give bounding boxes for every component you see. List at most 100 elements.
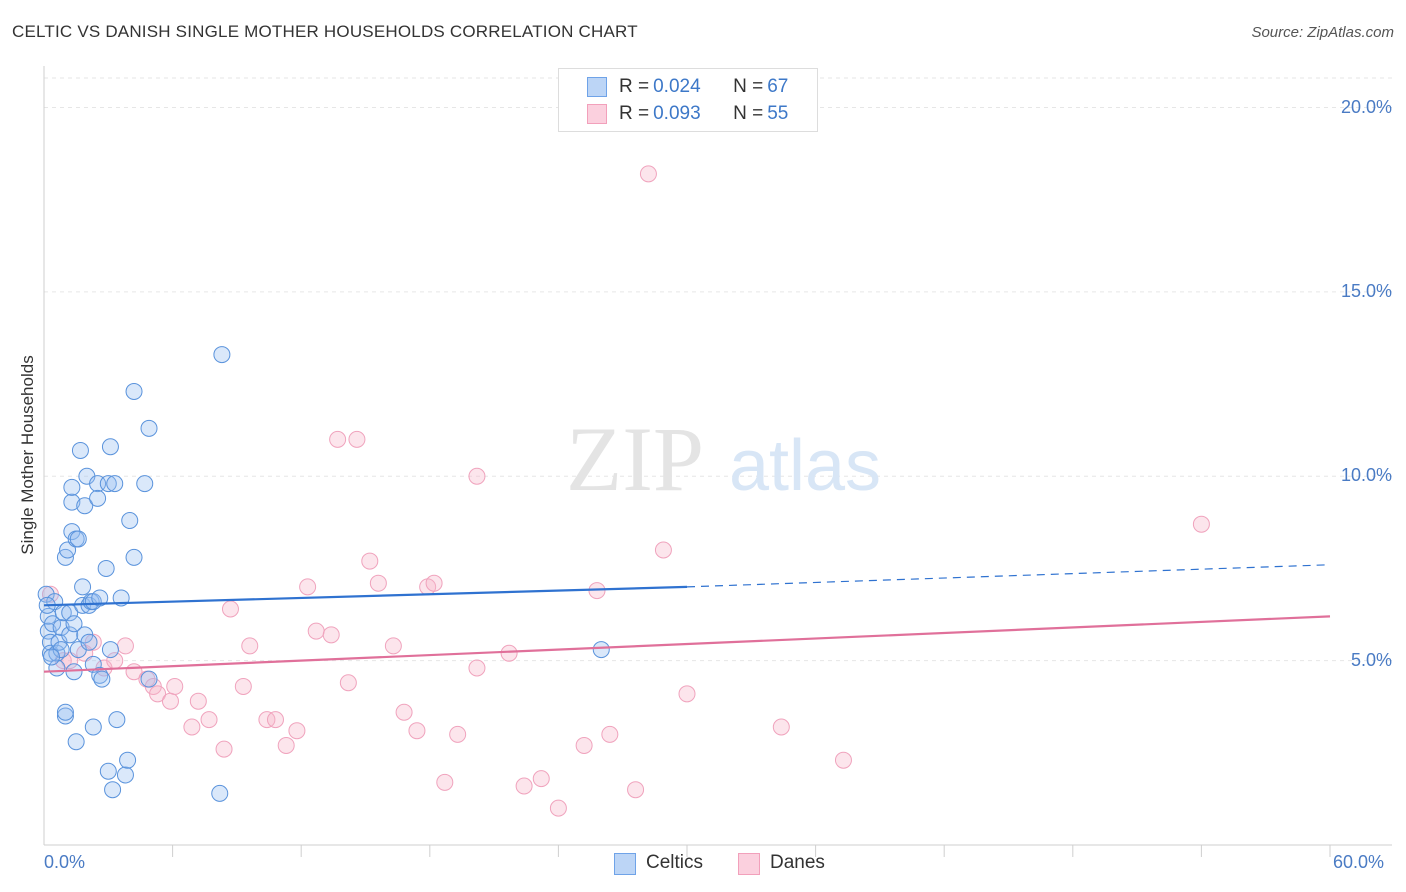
danes-point <box>241 637 259 655</box>
r-value: 0.093 <box>653 103 701 124</box>
celtics-point <box>101 438 119 456</box>
n-label: N = <box>733 103 764 124</box>
x-tick-label-0: 0.0% <box>44 852 86 872</box>
celtics-legend-swatch <box>614 853 636 875</box>
danes-point <box>307 622 325 640</box>
celtics-point <box>61 626 79 644</box>
celtics-point <box>104 781 122 799</box>
danes-point <box>277 736 295 754</box>
celtics-point <box>67 733 85 751</box>
danes-point <box>500 644 518 662</box>
celtics-point <box>65 615 83 633</box>
watermark-atlas: atlas <box>729 426 881 506</box>
danes-point <box>329 430 347 448</box>
celtics-point <box>121 512 139 529</box>
legend-row-danes: R = 0.093 N = 55 <box>619 102 788 126</box>
celtics-trend-line <box>43 585 688 607</box>
danes-point <box>288 722 306 740</box>
celtics-point <box>211 784 229 802</box>
danes-point <box>575 736 593 754</box>
danes-point <box>627 781 645 799</box>
danes-point <box>654 541 672 559</box>
danes-point <box>116 637 134 655</box>
x-tick-label-60: 60.0% <box>1333 852 1385 872</box>
celtics-point <box>108 711 126 729</box>
danes-point <box>408 722 426 740</box>
danes-point <box>449 725 467 743</box>
celtics-point <box>99 762 117 780</box>
danes-point <box>339 674 357 692</box>
danes-point <box>84 633 102 651</box>
celtics-point <box>56 707 74 725</box>
r-label: R = <box>619 103 650 124</box>
celtics-point <box>52 618 70 636</box>
n-value: 55 <box>767 103 789 124</box>
celtics-point <box>125 548 143 566</box>
danes-point <box>601 725 619 743</box>
danes-point <box>299 578 317 596</box>
celtics-point <box>76 497 94 515</box>
danes-point <box>468 467 486 485</box>
n-label: N = <box>733 76 764 97</box>
trend-lines <box>43 564 1331 673</box>
celtics-point <box>119 751 137 769</box>
danes-point <box>468 659 486 677</box>
danes-point <box>189 692 207 710</box>
celtics-point <box>43 648 61 666</box>
y-tick-label: 5.0% <box>1350 649 1392 670</box>
correlation-legend: R = 0.024 N = 67 R = 0.093 N = 55 <box>558 68 818 132</box>
celtics-point <box>140 419 158 437</box>
danes-point <box>322 626 340 644</box>
source-label: Source: ZipAtlas.com <box>1251 24 1394 41</box>
danes-point <box>549 799 567 817</box>
danes-point <box>834 751 852 769</box>
celtics-point <box>56 703 74 721</box>
y-tick-label: 20.0% <box>1340 96 1392 117</box>
celtics-point <box>63 493 81 511</box>
celtics-trend-extension <box>686 564 1331 588</box>
danes-point <box>384 637 402 655</box>
celtics-point <box>89 489 107 507</box>
watermark-zip: ZIP <box>566 408 704 510</box>
legend-row-celtics: R = 0.024 N = 67 <box>619 75 788 99</box>
n-value: 67 <box>767 76 789 97</box>
danes-point <box>266 711 284 729</box>
danes-point <box>166 677 184 695</box>
danes-point <box>361 552 379 570</box>
danes-point <box>149 685 167 703</box>
celtics-point <box>93 670 111 688</box>
danes-point <box>425 574 443 592</box>
danes-points <box>41 165 1210 817</box>
celtics-point <box>140 670 158 688</box>
danes-point <box>772 718 790 736</box>
celtics-point <box>71 441 89 459</box>
celtics-point <box>44 615 62 633</box>
celtics-point <box>136 475 154 493</box>
chart-title: CELTIC VS DANISH SINGLE MOTHER HOUSEHOLD… <box>12 22 638 41</box>
celtics-point <box>91 589 109 607</box>
danes-point <box>1192 515 1210 533</box>
axes <box>43 66 1392 857</box>
celtics-point <box>80 633 98 651</box>
danes-point <box>348 430 366 448</box>
y-tick-label: 10.0% <box>1340 465 1392 486</box>
celtics-point <box>97 559 115 577</box>
celtics-legend-label: Celtics <box>646 852 704 873</box>
celtics-point <box>213 346 231 364</box>
celtics-point <box>592 641 610 659</box>
danes-point <box>395 703 413 721</box>
celtics-point <box>125 382 143 400</box>
danes-point <box>234 677 252 695</box>
celtics-point <box>74 578 92 596</box>
danes-point <box>532 770 550 788</box>
celtics-point <box>106 475 124 493</box>
celtics-point <box>101 641 119 659</box>
danes-swatch <box>587 104 607 124</box>
y-tick-label: 15.0% <box>1340 280 1392 301</box>
celtics-points <box>37 346 610 802</box>
celtics-point <box>99 475 117 493</box>
gridlines <box>44 77 1392 662</box>
r-value: 0.024 <box>653 76 701 97</box>
danes-point <box>161 692 179 710</box>
